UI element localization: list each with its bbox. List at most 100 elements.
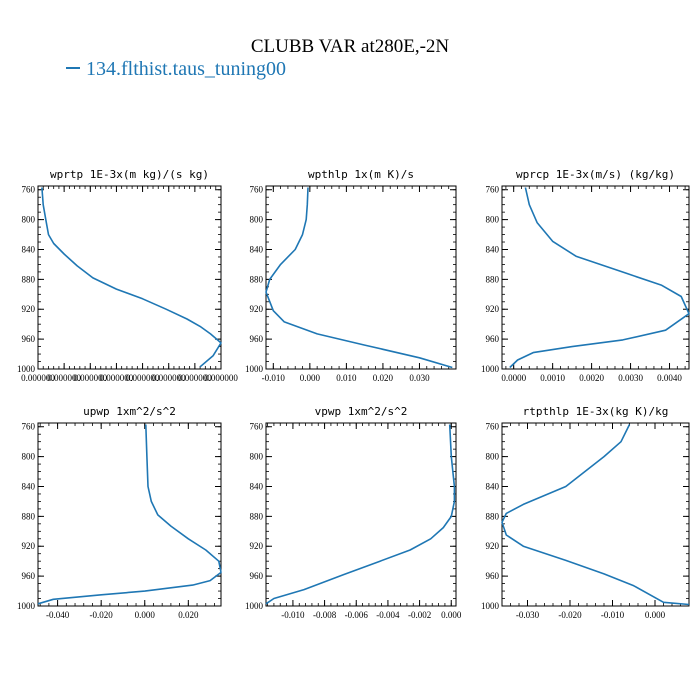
y-tick-label: 960 xyxy=(250,571,264,581)
x-tick-label: 0.020 xyxy=(178,610,199,620)
panel-6: rtpthlp 1E-3x(kg K)/kg 760 800 840 880 920 960… xyxy=(481,405,690,620)
x-tick-label: -0.030 xyxy=(516,610,540,620)
panel-1: wprtp 1E-3x(m kg)/(s kg) 760 800 840 880 920 9… xyxy=(17,168,238,383)
x-tick-label: -0.004 xyxy=(376,610,400,620)
y-tick-label: 760 xyxy=(486,422,500,432)
x-tick-label: -0.010 xyxy=(601,610,625,620)
y-tick-label: 920 xyxy=(22,541,36,551)
plot-frame xyxy=(501,185,690,370)
y-tick-label: 920 xyxy=(486,541,500,551)
y-tick-label: 880 xyxy=(250,274,264,284)
x-tick-label: 0.000 xyxy=(135,610,156,620)
x-tick-label: 0.000000 xyxy=(100,373,134,383)
plot-frame xyxy=(501,422,690,607)
x-tick-label: 0.0020 xyxy=(579,373,604,383)
series-line xyxy=(265,424,456,605)
x-tick-label: -0.006 xyxy=(345,610,369,620)
y-tick-label: 840 xyxy=(486,244,500,254)
panel-title: vpwp 1xm^2/s^2 xyxy=(315,405,408,418)
panel-3: wprcp 1E-3x(m/s) (kg/kg) 760 800 840 880 920 9… xyxy=(481,168,690,383)
y-tick-label: 960 xyxy=(250,334,264,344)
plot-frame xyxy=(37,185,222,370)
plot-frame xyxy=(265,422,457,607)
x-tick-label: 0.000 xyxy=(441,610,462,620)
y-tick-label: 920 xyxy=(22,304,36,314)
series-line xyxy=(37,424,222,605)
y-tick-label: 960 xyxy=(486,571,500,581)
series-line xyxy=(41,187,222,368)
panel-title: wprcp 1E-3x(m/s) (kg/kg) xyxy=(516,168,675,181)
legend-swatch xyxy=(66,67,80,70)
y-tick-label: 880 xyxy=(486,511,500,521)
y-tick-label: 840 xyxy=(250,244,264,254)
y-tick-label: 1000 xyxy=(481,364,500,374)
x-tick-label: 0.000000 xyxy=(152,373,186,383)
plot-frame xyxy=(37,422,222,607)
x-tick-label: -0.020 xyxy=(90,610,114,620)
x-tick-label: 0.030 xyxy=(409,373,430,383)
y-tick-label: 760 xyxy=(486,185,500,195)
x-tick-label: -0.008 xyxy=(313,610,337,620)
y-tick-label: 880 xyxy=(22,511,36,521)
x-tick-label: 0.010 xyxy=(336,373,357,383)
x-tick-label: 0.0040 xyxy=(657,373,682,383)
panel-title: wpthlp 1x(m K)/s xyxy=(308,168,414,181)
y-tick-label: 840 xyxy=(22,244,36,254)
x-tick-label: 0.000000 xyxy=(73,373,107,383)
y-tick-label: 960 xyxy=(486,334,500,344)
legend: 134.flthist.taus_tuning00 xyxy=(66,58,286,81)
y-tick-label: 920 xyxy=(486,304,500,314)
y-tick-label: 800 xyxy=(250,452,264,462)
y-tick-label: 760 xyxy=(22,422,36,432)
x-tick-label: 0.000000 xyxy=(126,373,160,383)
x-tick-label: -0.010 xyxy=(262,373,286,383)
series-line xyxy=(265,187,453,369)
x-tick-label: 0.000000 xyxy=(47,373,81,383)
x-tick-label: 0.0010 xyxy=(540,373,565,383)
y-tick-label: 880 xyxy=(250,511,264,521)
y-tick-label: 960 xyxy=(22,334,36,344)
panel-title: wprtp 1E-3x(m kg)/(s kg) xyxy=(50,168,209,181)
y-tick-label: 920 xyxy=(250,304,264,314)
y-tick-label: 800 xyxy=(486,452,500,462)
panel-title: upwp 1xm^2/s^2 xyxy=(83,405,176,418)
x-tick-label: 0.0000 xyxy=(501,373,526,383)
plot-frame xyxy=(265,185,457,370)
y-tick-label: 760 xyxy=(22,185,36,195)
panel-5: vpwp 1xm^2/s^2 760 800 840 880 920 960 1000 -0.0… xyxy=(245,405,462,620)
y-tick-label: 840 xyxy=(22,481,36,491)
y-tick-label: 800 xyxy=(486,215,500,225)
y-tick-label: 960 xyxy=(22,571,36,581)
x-tick-label: 0.0030 xyxy=(618,373,643,383)
x-tick-label: -0.002 xyxy=(408,610,431,620)
x-tick-label: 0.000 xyxy=(645,610,666,620)
panel-title: rtpthlp 1E-3x(kg K)/kg xyxy=(523,405,669,418)
y-tick-label: 1000 xyxy=(245,601,264,611)
y-tick-label: 840 xyxy=(250,481,264,491)
y-tick-label: 1000 xyxy=(245,364,264,374)
panel-4: upwp 1xm^2/s^2 760 800 840 880 920 960 1000 -0.0… xyxy=(17,405,222,620)
series-line xyxy=(501,424,690,606)
x-tick-label: -0.020 xyxy=(558,610,582,620)
x-tick-label: 0.020 xyxy=(373,373,394,383)
x-tick-label: -0.040 xyxy=(46,610,70,620)
x-tick-label: 0.000000 xyxy=(204,373,238,383)
y-tick-label: 920 xyxy=(250,541,264,551)
x-tick-label: 0.000 xyxy=(300,373,321,383)
series-line xyxy=(509,187,690,369)
figure-title: CLUBB VAR at280E,-2N xyxy=(250,36,450,57)
y-tick-label: 840 xyxy=(486,481,500,491)
x-tick-label: 0.000000 xyxy=(21,373,55,383)
y-tick-label: 1000 xyxy=(17,364,36,374)
y-tick-label: 800 xyxy=(22,215,36,225)
y-tick-label: 880 xyxy=(22,274,36,284)
y-tick-label: 1000 xyxy=(481,601,500,611)
x-tick-label: 0.000000 xyxy=(178,373,212,383)
y-tick-label: 800 xyxy=(250,215,264,225)
y-tick-label: 800 xyxy=(22,452,36,462)
y-tick-label: 1000 xyxy=(17,601,36,611)
panel-2: wpthlp 1x(m K)/s 760 800 840 880 920 960 1000-0… xyxy=(245,168,457,383)
y-tick-label: 880 xyxy=(486,274,500,284)
y-tick-label: 760 xyxy=(250,185,264,195)
